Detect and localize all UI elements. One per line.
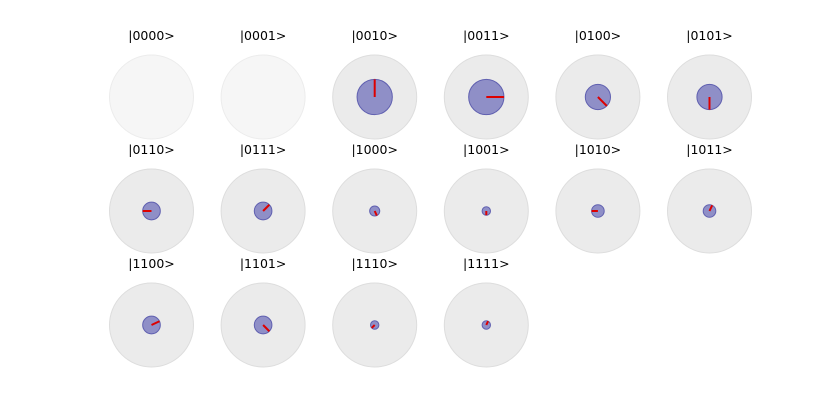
state-label: |0010> bbox=[351, 28, 398, 43]
phase-line bbox=[373, 210, 378, 216]
phase-line bbox=[371, 324, 376, 329]
state-label: |1111> bbox=[463, 256, 510, 271]
state-cell: |1111> bbox=[443, 256, 529, 368]
state-cell: |1101> bbox=[220, 256, 306, 368]
state-label: |1101> bbox=[240, 256, 287, 271]
outer-circle bbox=[109, 54, 194, 140]
state-label: |0011> bbox=[463, 28, 510, 43]
state-cell: |1100> bbox=[109, 256, 194, 368]
state-cell: |0111> bbox=[220, 142, 306, 254]
phase-line bbox=[262, 204, 271, 212]
phase-line bbox=[151, 320, 160, 326]
state-label: |0001> bbox=[240, 28, 287, 43]
state-cell: |1000> bbox=[332, 142, 418, 254]
state-label: |1010> bbox=[575, 142, 622, 157]
state-cell: |1011> bbox=[667, 142, 752, 254]
state-label: |1110> bbox=[351, 256, 398, 271]
state-cell: |0001> bbox=[220, 28, 306, 140]
state-label: |0110> bbox=[128, 142, 175, 157]
phase-line bbox=[708, 204, 714, 212]
phase-line bbox=[262, 324, 271, 332]
outer-circle bbox=[220, 54, 306, 140]
state-cell: |0110> bbox=[109, 142, 194, 254]
phase-line bbox=[597, 96, 608, 107]
state-cell: |0100> bbox=[555, 28, 641, 140]
state-label: |1001> bbox=[463, 142, 510, 157]
state-cell: |1010> bbox=[555, 142, 641, 254]
state-label: |1011> bbox=[686, 142, 733, 157]
state-label: |0111> bbox=[240, 142, 287, 157]
phase-line bbox=[485, 320, 489, 326]
state-cell: |0000> bbox=[109, 28, 194, 140]
state-label: |0100> bbox=[575, 28, 622, 43]
state-cell: |1001> bbox=[443, 142, 529, 254]
state-label: |0000> bbox=[128, 28, 175, 43]
state-cell: |0010> bbox=[332, 28, 418, 140]
state-cell: |0011> bbox=[443, 28, 529, 140]
state-cell: |0101> bbox=[667, 28, 752, 140]
state-cell: |1110> bbox=[332, 256, 418, 368]
state-label: |1000> bbox=[351, 142, 398, 157]
state-label: |0101> bbox=[686, 28, 733, 43]
state-label: |1100> bbox=[128, 256, 175, 271]
